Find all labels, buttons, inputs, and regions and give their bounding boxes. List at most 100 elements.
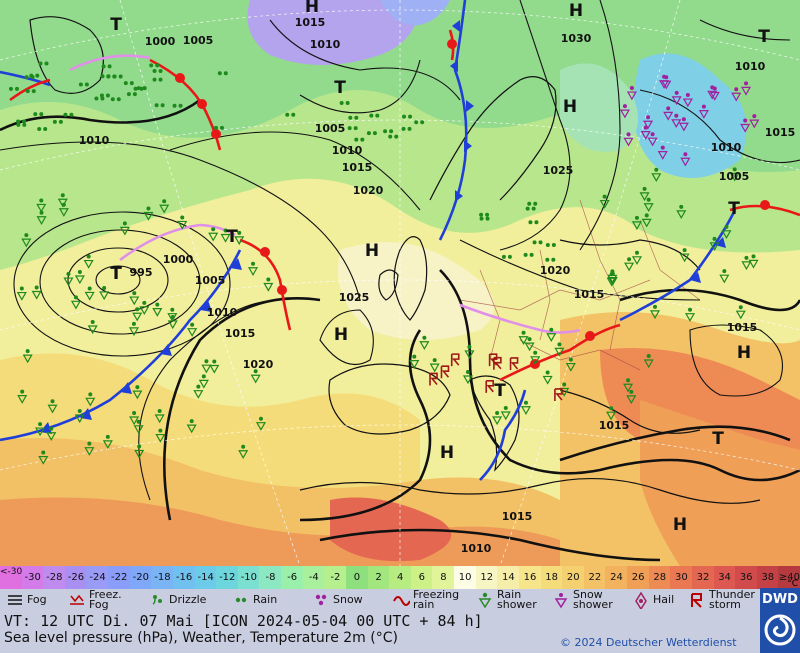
rain-icon: [383, 129, 394, 134]
swirl-icon: [764, 614, 796, 646]
dwd-logo-text: DWD: [762, 592, 798, 607]
rain-shower-icon: [47, 399, 58, 414]
snow-shower-icon: [619, 104, 630, 119]
scale-swatch: -22: [108, 566, 131, 589]
snow-shower-icon: [671, 113, 682, 129]
thunderstorm-icon: [485, 380, 495, 393]
rain-icon: [110, 97, 121, 102]
rain-shower-icon: [46, 426, 57, 441]
rain-shower-icon: [748, 254, 759, 269]
legend-label: Freezing rain: [413, 588, 460, 611]
rain-shower-icon: [208, 227, 219, 242]
rain-shower-icon: [129, 291, 140, 306]
map-footer: VT: 12 UTC Di. 07 Mai [ICON 2024-05-04 0…: [0, 611, 800, 653]
rain-shower-icon: [132, 385, 143, 400]
graticule: [0, 0, 800, 566]
rain-shower-icon: [102, 434, 113, 450]
scale-swatch: -20: [129, 566, 152, 589]
scale-swatch: 16: [518, 566, 542, 589]
low-pressure-label: T: [712, 429, 724, 449]
rain-icon: [532, 240, 543, 245]
scale-swatch: 38: [756, 566, 779, 589]
isobar-label: 995: [130, 266, 153, 279]
rain-shower-icon: [63, 272, 74, 287]
isobar-label: 1010: [711, 141, 742, 154]
rain-icon: [366, 131, 377, 136]
isobar-label: 1010: [79, 134, 110, 147]
rain-shower-icon: [177, 215, 188, 230]
legend-label: Snow: [333, 593, 363, 606]
high-pressure-label: H: [365, 241, 379, 261]
rain-shower-icon: [238, 444, 249, 459]
rain-shower-icon: [741, 255, 752, 271]
rain-icon: [136, 86, 147, 91]
scale-swatch: -30: [21, 566, 44, 589]
low-pressure-label: T: [494, 381, 506, 401]
scale-swatch: -2: [324, 566, 347, 589]
rain-shower-icon: [128, 321, 139, 337]
scale-swatch: -26: [64, 566, 87, 589]
rain-shower-icon: [624, 257, 635, 272]
rain-icon: [154, 103, 165, 108]
isobar-label: 1005: [315, 122, 346, 135]
rain-shower-icon: [134, 444, 145, 459]
rain-shower-icon: [21, 233, 32, 248]
thunderstorm-icon: [450, 353, 460, 367]
snow-shower-icon: [661, 75, 672, 90]
rain-icon: [527, 201, 538, 206]
scale-swatch: 0: [345, 566, 369, 589]
rain-shower-icon: [623, 378, 634, 393]
scale-swatch: 6: [410, 566, 433, 589]
legend-label: Fog: [27, 593, 47, 606]
rain-shower-icon: [16, 286, 27, 301]
snow-shower-icon: [642, 115, 654, 130]
rain-shower-icon: [84, 441, 95, 456]
thunderstorm-icon: [429, 372, 438, 386]
rain-icon: [217, 71, 228, 76]
scale-swatch: 10: [454, 566, 477, 589]
isobar-label: 1015: [295, 16, 326, 29]
snow-icon: [315, 594, 327, 606]
isobar-label: 1010: [332, 144, 363, 157]
legend-item: Hail: [632, 589, 674, 611]
thunderstorm-icon: [554, 388, 563, 401]
rain-shower-icon: [500, 406, 511, 421]
rain-shower-icon: [565, 357, 576, 372]
rain-shower-icon: [186, 419, 197, 434]
rain-icon: [52, 119, 63, 124]
rain-icon: [78, 82, 89, 87]
rain-shower-icon: [36, 198, 47, 213]
scale-swatch: 26: [627, 566, 650, 589]
rain-shower-icon: [154, 408, 165, 424]
rain-shower-icon: [542, 370, 553, 385]
rain-icon: [347, 126, 358, 131]
rain-shower-icon: [626, 389, 637, 405]
legend-item: Freezing rain: [392, 589, 459, 611]
scale-swatch: 36: [735, 566, 758, 589]
isobar-label: 1025: [339, 291, 370, 304]
scale-swatch: -16: [172, 566, 196, 589]
scale-swatch: 24: [605, 566, 628, 589]
rain-shower-icon: [139, 300, 150, 316]
rain-icon: [348, 115, 359, 120]
weather-symbols: [8, 61, 760, 465]
snow-shower-icon: [647, 132, 658, 147]
valid-time: VT: 12 UTC Di. 07 Mai [ICON 2024-05-04 0…: [4, 612, 483, 630]
scale-swatch: -12: [216, 566, 239, 589]
rain-shower-icon: [129, 410, 140, 426]
legend-label: Rain: [253, 593, 278, 606]
rain-icon: [369, 113, 380, 118]
rain-icon: [152, 77, 163, 82]
rain-shower-icon: [676, 204, 687, 220]
drizzle-icon: [152, 595, 162, 605]
rain-icon: [16, 119, 27, 124]
isobar-label: 1015: [574, 288, 605, 301]
rain-icon: [285, 112, 296, 117]
rain-shower-icon: [606, 406, 617, 421]
rain-icon: [29, 73, 40, 78]
snow-shower-icon: [626, 86, 637, 101]
rain-icon: [401, 126, 412, 131]
rain-shower-icon: [198, 374, 209, 389]
high-pressure-label: H: [305, 0, 319, 17]
rain-icon: [545, 243, 556, 248]
